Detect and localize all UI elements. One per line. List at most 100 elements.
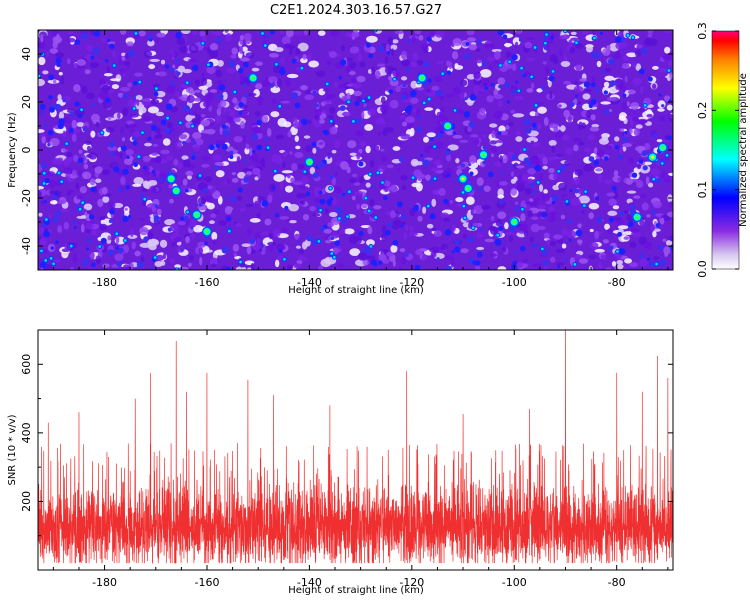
heatmap-cell: [138, 80, 142, 84]
heatmap-cell: [350, 77, 357, 83]
heatmap-cell: [291, 58, 297, 64]
snr-frame: [37, 329, 674, 571]
heatmap-cell: [83, 203, 93, 211]
heatmap-cell: [608, 108, 613, 113]
heatmap-cell: [309, 206, 316, 212]
heatmap-cell: [484, 40, 494, 50]
heatmap-cell: [441, 72, 445, 75]
heatmap-cell: [256, 119, 262, 126]
heatmap-cell: [152, 143, 159, 147]
heatmap-cell: [122, 61, 131, 66]
heatmap-cell: [605, 267, 612, 270]
heatmap-cell: [41, 135, 46, 144]
heatmap-cell: [531, 189, 536, 194]
heatmap-cell: [85, 247, 89, 251]
heatmap-cell: [331, 149, 337, 154]
heatmap-cell: [523, 230, 529, 238]
heatmap-cell: [206, 65, 216, 75]
heatmap-cell: [90, 186, 96, 193]
heatmap-cell: [147, 231, 154, 240]
heatmap-cell: [482, 145, 487, 150]
heatmap-cell: [464, 96, 468, 101]
heatmap-cell: [157, 71, 167, 77]
heatmap-cell: [48, 180, 56, 189]
heatmap-cell: [127, 82, 133, 88]
heatmap-cell: [204, 92, 215, 101]
heatmap-cell: [194, 97, 201, 102]
heatmap-cell: [497, 100, 504, 108]
heatmap-cell: [49, 48, 58, 54]
heatmap-cell: [165, 103, 173, 111]
heatmap-cell: [75, 182, 79, 190]
heatmap-cell: [637, 118, 648, 125]
heatmap-cell: [49, 190, 57, 195]
heatmap-cell: [482, 134, 487, 139]
heatmap-cell: [120, 68, 126, 74]
heatmap-cell: [160, 260, 166, 266]
heatmap-cell: [72, 220, 77, 225]
heatmap-cell: [277, 255, 284, 260]
heatmap-cell: [563, 55, 568, 62]
heatmap-cell: [186, 138, 191, 144]
heatmap-cell: [466, 74, 476, 80]
heatmap-cell: [536, 153, 546, 159]
heatmap-cell: [515, 30, 522, 35]
heatmap-cell: [160, 119, 167, 126]
heatmap-cell: [319, 118, 325, 124]
heatmap-cell: [322, 88, 331, 92]
heatmap-cell: [578, 258, 589, 264]
heatmap-cell: [324, 208, 329, 214]
heatmap-cell: [107, 235, 112, 241]
heatmap-cell: [120, 145, 127, 152]
heatmap-cell: [389, 99, 399, 109]
heatmap-cell: [392, 146, 401, 151]
heatmap-cell: [192, 30, 198, 36]
heatmap-cell: [338, 217, 341, 220]
heatmap-cell: [609, 86, 617, 93]
heatmap-cell: [273, 169, 277, 173]
heatmap-cell: [418, 35, 424, 41]
heatmap-cell: [493, 110, 504, 119]
y-tick-label: 200: [20, 491, 33, 512]
heatmap-cell: [481, 152, 486, 157]
heatmap-cell: [106, 65, 111, 73]
heatmap-cell: [490, 145, 498, 154]
heatmap-cell: [278, 248, 283, 254]
heatmap-cell: [666, 113, 673, 118]
heatmap-cell: [516, 180, 526, 186]
heatmap-cell: [79, 186, 87, 194]
heatmap-cell: [630, 101, 640, 110]
heatmap-cell: [57, 225, 63, 234]
heatmap-cell: [558, 35, 565, 40]
heatmap-cell: [338, 84, 348, 89]
heatmap-cell: [593, 147, 598, 155]
heatmap-cell: [107, 41, 116, 45]
heatmap-cell: [406, 39, 411, 44]
heatmap-cell: [55, 211, 62, 217]
heatmap-cell: [142, 156, 152, 161]
heatmap-cell: [626, 101, 630, 107]
heatmap-cell: [133, 177, 144, 185]
heatmap-cell: [66, 189, 75, 194]
heatmap-cell: [183, 105, 191, 112]
heatmap-cell: [635, 63, 642, 71]
heatmap-cell: [212, 154, 222, 161]
heatmap-cell: [622, 146, 627, 152]
heatmap-cell: [563, 30, 567, 33]
heatmap-cell: [91, 228, 97, 236]
heatmap-cell: [267, 34, 271, 39]
heatmap-cell: [271, 98, 276, 105]
heatmap-cell: [489, 123, 498, 128]
heatmap-cell: [127, 49, 135, 57]
heatmap-cell: [461, 177, 465, 181]
heatmap-cell: [608, 245, 614, 251]
heatmap-cell: [245, 143, 250, 150]
heatmap-cell: [511, 154, 518, 160]
heatmap-cell: [182, 159, 191, 168]
heatmap-cell: [385, 43, 390, 53]
heatmap-cell: [634, 50, 642, 57]
heatmap-cell: [417, 215, 423, 222]
heatmap-cell: [240, 121, 245, 129]
heatmap-cell: [466, 30, 475, 36]
heatmap-cell: [362, 259, 369, 266]
